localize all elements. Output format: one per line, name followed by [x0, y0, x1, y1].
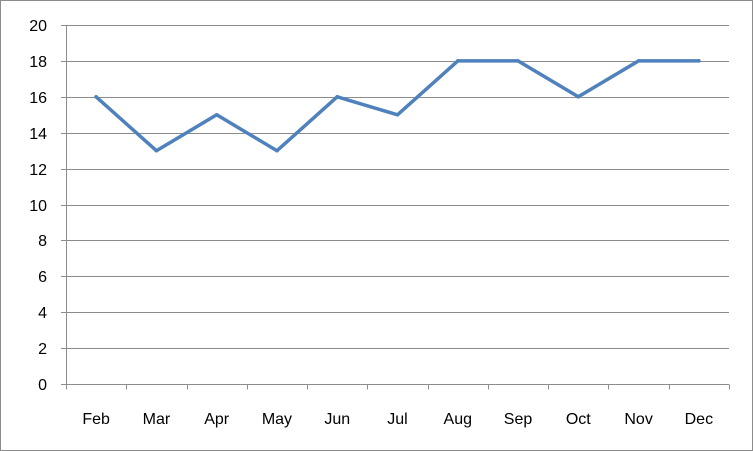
x-tick-label: Feb — [82, 411, 110, 428]
x-tick-label: Mar — [143, 411, 171, 428]
y-axis-ticks: 0 2 4 6 8 10 12 14 16 18 20 — [29, 18, 66, 394]
gridlines — [66, 25, 729, 349]
x-tick-label: Jun — [324, 411, 350, 428]
series-layer — [94, 59, 701, 153]
x-tick-label: Aug — [444, 411, 472, 428]
y-tick-label: 18 — [29, 54, 47, 71]
y-tick-label: 16 — [29, 90, 47, 107]
y-tick-label: 10 — [29, 198, 47, 215]
y-tick-label: 6 — [38, 269, 47, 286]
data-point-oct — [576, 95, 581, 99]
x-tick-label: Oct — [566, 411, 591, 428]
x-tick-label: Dec — [685, 411, 713, 428]
data-point-may — [275, 148, 279, 153]
y-tick-label: 8 — [38, 233, 47, 250]
data-point-mar — [154, 148, 159, 153]
data-point-sep — [516, 59, 520, 63]
data-point-jun — [335, 95, 339, 99]
y-tick-label: 0 — [38, 377, 47, 394]
y-tick-label: 14 — [29, 126, 47, 143]
x-tick-label: Jul — [387, 411, 407, 428]
y-tick-label: 20 — [29, 18, 47, 35]
data-point-aug — [456, 59, 460, 63]
data-point-apr — [214, 113, 219, 117]
x-tick-label: Apr — [204, 411, 230, 428]
data-point-nov — [636, 59, 641, 63]
y-tick-label: 2 — [38, 341, 47, 358]
x-tick-label: May — [262, 411, 292, 428]
x-tick-label: Nov — [624, 411, 652, 428]
data-point-jul — [395, 113, 400, 117]
x-axis-ticks: Feb Mar Apr May Jun Jul Aug Sep Oct Nov Dec — [66, 384, 730, 428]
y-tick-label: 12 — [29, 162, 47, 179]
axes — [66, 25, 729, 385]
data-point-feb — [94, 95, 98, 99]
data-point-dec — [697, 59, 701, 63]
y-tick-label: 4 — [38, 305, 47, 322]
x-tick-label: Sep — [504, 411, 533, 428]
series-line-0 — [94, 59, 701, 153]
